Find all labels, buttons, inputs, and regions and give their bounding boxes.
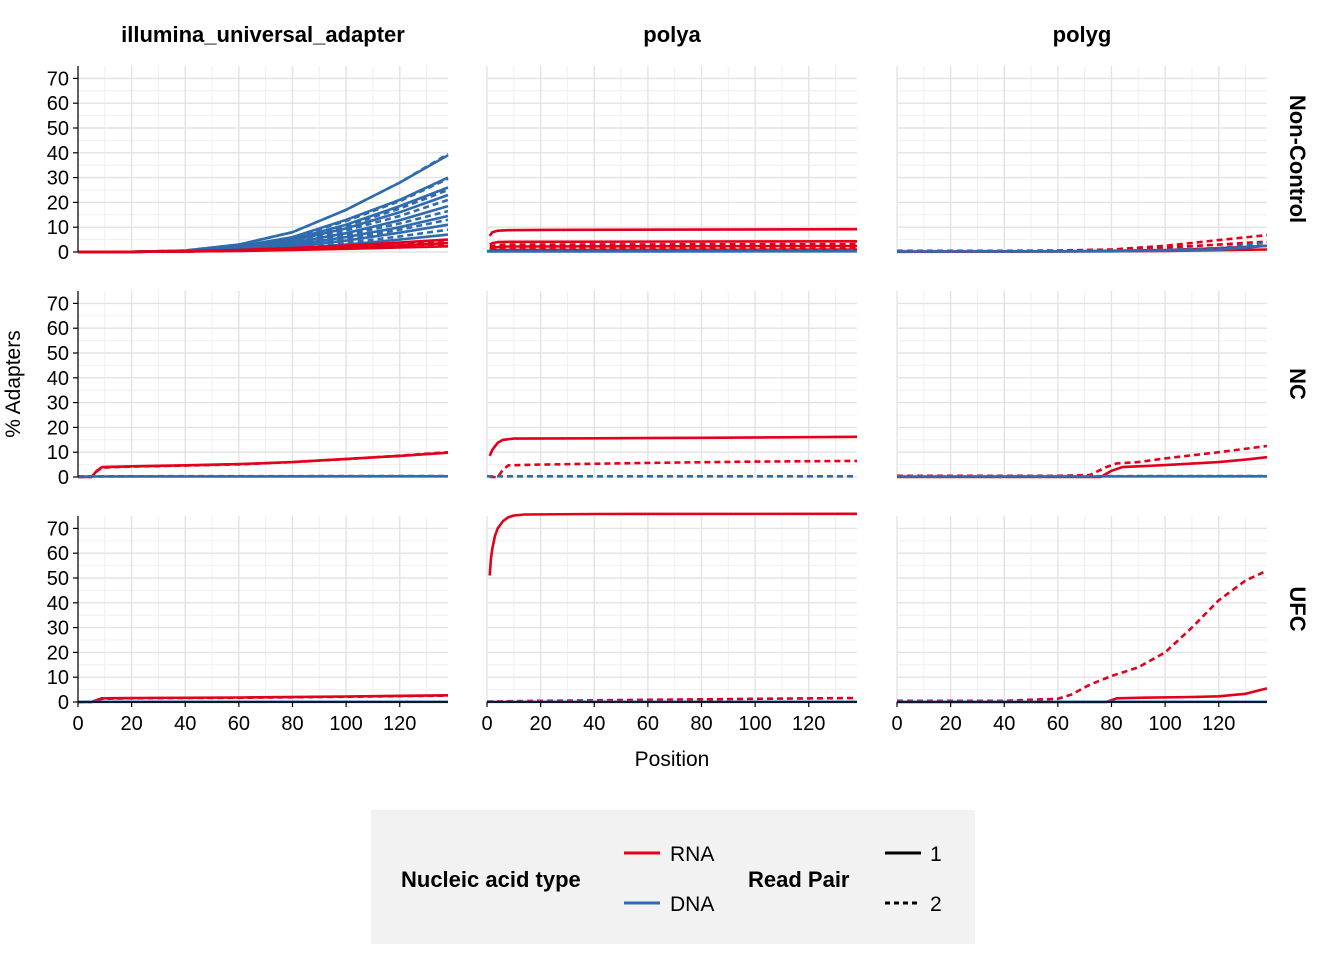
panel-ufc-illumina-universal-adapter [77,516,449,704]
series-line-rna-pair-1 [488,227,858,237]
y-tick-label: 0 [58,242,69,264]
panel-nc-polyg [896,291,1268,479]
x-tick-label: 120 [792,713,825,735]
y-tick-label: 30 [47,393,69,415]
series-line-rna-pair-2 [897,569,1268,703]
y-tick-label: 70 [47,68,69,90]
y-tick-label: 50 [47,568,69,590]
y-tick-label: 30 [47,618,69,640]
legend-background [371,810,975,944]
column-strip-polyg: polyg [1053,22,1112,47]
y-tick-label: 0 [58,692,69,714]
y-tick-label: 10 [47,667,69,689]
panel-non-control-polya [486,66,858,253]
y-tick-label: 10 [47,442,69,464]
series-line-rna-pair-1 [77,245,449,254]
series-line-rna-pair-2 [78,450,449,479]
panel-nc-illumina-universal-adapter [77,291,449,479]
y-tick-label: 40 [47,368,69,390]
x-tick-label: 60 [1047,713,1069,735]
column-strip-illumina-universal-adapter: illumina_universal_adapter [121,22,405,47]
row-strip-non-control: Non-Control [1285,95,1310,223]
y-tick-label: 60 [47,318,69,340]
x-tick-label: 120 [1202,713,1235,735]
x-tick-label: 20 [529,713,551,735]
y-tick-label: 40 [47,143,69,165]
row-strip-nc: NC [1285,368,1310,400]
y-tick-label: 20 [47,642,69,664]
y-tick-label: 20 [47,417,69,439]
x-tick-label: 80 [1100,713,1122,735]
facet-strips: illumina_universal_adapter polya polyg Non-… [121,22,1310,632]
legend-title-read-pair: Read Pair [748,867,850,892]
x-tick-label: 0 [72,713,83,735]
x-tick-label: 40 [583,713,605,735]
row-strip-ufc: UFC [1285,586,1310,631]
x-tick-label: 100 [738,713,771,735]
y-tick-label: 40 [47,593,69,615]
x-tick-label: 100 [1148,713,1181,735]
y-tick-label: 50 [47,118,69,140]
y-tick-label: 30 [47,168,69,190]
y-axis-title: % Adapters [2,330,25,437]
y-tick-label: 0 [58,467,69,489]
y-tick-label: 20 [47,192,69,214]
x-tick-label: 80 [281,713,303,735]
y-tick-label: 60 [47,543,69,565]
y-tick-label: 50 [47,343,69,365]
x-tick-label: 0 [891,713,902,735]
series-line-rna-pair-1 [488,435,858,457]
x-tick-label: 80 [690,713,712,735]
legend-title-nucleic-acid-type: Nucleic acid type [401,867,581,892]
x-tick-label: 20 [120,713,142,735]
panel-ufc-polyg [896,516,1268,704]
y-tick-label: 70 [47,518,69,540]
panel-nc-polya [486,291,858,479]
axes-layer: 0102030405060700102030405060700102030405… [47,66,1267,735]
legend-label-dna: DNA [670,893,714,916]
y-tick-label: 70 [47,293,69,315]
x-tick-label: 40 [174,713,196,735]
x-tick-label: 120 [383,713,416,735]
x-tick-label: 100 [329,713,362,735]
x-tick-label: 20 [939,713,961,735]
x-tick-label: 40 [993,713,1015,735]
series-line-rna-pair-1 [488,512,858,576]
x-tick-label: 60 [228,713,250,735]
panel-non-control-illumina-universal-adapter [77,66,449,254]
series-line-rna-pair-2 [489,459,858,479]
series-line-rna-pair-2 [897,444,1268,478]
panel-non-control-polyg [896,66,1268,254]
legend-label-rna: RNA [670,843,714,866]
y-tick-label: 10 [47,217,69,239]
y-tick-label: 60 [47,93,69,115]
legend: Nucleic acid type RNA DNA Read Pair 1 2 [371,810,975,944]
panels-layer [77,66,1268,704]
series-line-rna-pair-2 [489,242,858,248]
column-strip-polya: polya [643,22,701,47]
x-axis-title: Position [635,748,710,771]
panel-ufc-polya [486,512,858,704]
series-line-dna-pair-1 [896,244,1268,253]
series-line-rna-pair-1 [489,240,858,246]
x-tick-label: 0 [481,713,492,735]
legend-label-pair-1: 1 [930,843,942,866]
series-line-rna-pair-1 [489,244,858,250]
legend-label-pair-2: 2 [930,893,942,916]
x-tick-label: 60 [637,713,659,735]
